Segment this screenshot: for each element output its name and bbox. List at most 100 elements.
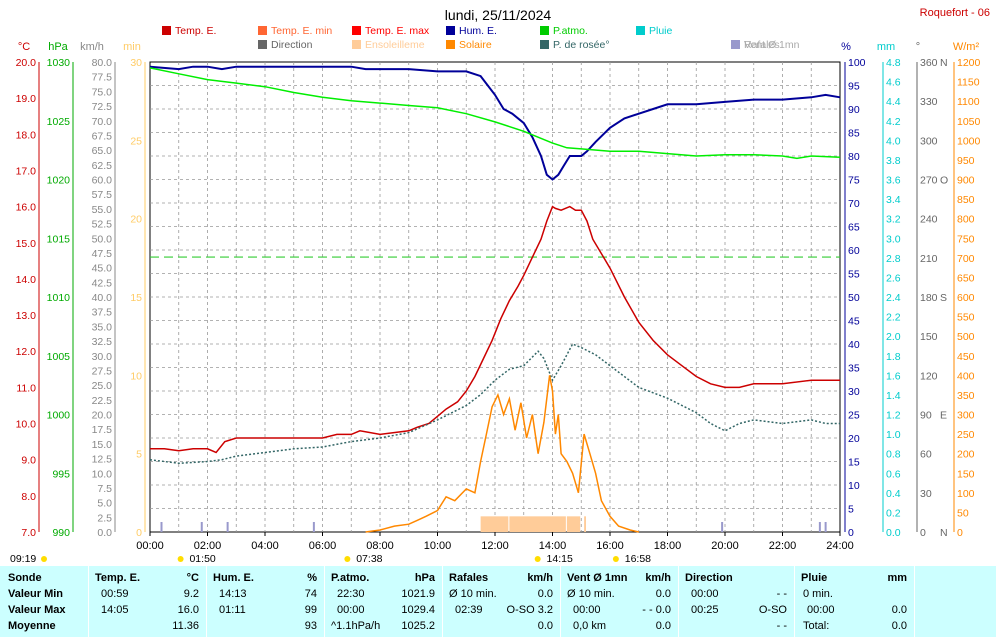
legend-label: Vent Ø 1mn	[744, 39, 800, 51]
dir-min-val: - -	[776, 588, 787, 600]
col-vent: Vent Ø 1mn km/h Ø 10 min. 0.0 00:00 - - …	[560, 566, 679, 637]
event-marker	[612, 556, 619, 562]
row-avg-label: Moyenne	[8, 620, 56, 632]
axis-tick-label: 150	[920, 331, 938, 343]
legend-swatch	[636, 26, 645, 35]
axis-tick-label: 60.0	[92, 175, 113, 187]
axis-tick-label: 10	[130, 370, 142, 382]
col-rafales: Rafales km/h Ø 10 min. 0.0 02:39 O-SO 3.…	[442, 566, 561, 637]
axis-tick-label: 180	[920, 292, 938, 304]
station-name[interactable]: Roquefort - 06	[920, 7, 990, 19]
axis-tick-label: 0.8	[886, 449, 901, 461]
axis-tick-label: 1.6	[886, 370, 901, 382]
axis-tick-label: 4.2	[886, 116, 901, 128]
axis-tick-label: 22.5	[92, 395, 113, 407]
axis-tick-label: 18.0	[16, 129, 37, 141]
axis-tick-label: 4.0	[886, 135, 901, 147]
axis-tick-label: 120	[920, 370, 938, 382]
axis-tick-label: 0.0	[97, 527, 112, 539]
temp-max-val: 16.0	[177, 604, 199, 616]
event-marker	[534, 556, 541, 562]
legend-swatch	[352, 40, 361, 49]
axis-tick-label: 1010	[47, 292, 71, 304]
axis-tick-label: 45	[848, 316, 860, 328]
axis-tick-label: 3.2	[886, 214, 901, 226]
axis-tick-label: 40	[848, 339, 860, 351]
axis-tick-label: 30	[130, 57, 142, 69]
axis-tick-label: 7.0	[21, 527, 36, 539]
axis-tick-label: 1020	[47, 175, 71, 187]
hum-max-time: 01:11	[219, 604, 246, 616]
patmo-trend: ^1.1hPa/h	[331, 620, 381, 632]
hum-min-val: 74	[304, 588, 317, 600]
x-tick-label: 04:00	[251, 540, 279, 552]
axis-tick-label: 8.0	[21, 491, 36, 503]
col-empty	[914, 566, 996, 637]
axis-tick-label: 55	[848, 269, 860, 281]
axis-tick-label: 90	[920, 410, 932, 422]
pluie-total-label: Total:	[803, 620, 830, 632]
axis-tick-label: 2.8	[886, 253, 901, 265]
axis-tick-label: 12.5	[92, 454, 113, 466]
x-tick-label: 16:00	[596, 540, 624, 552]
axis-tick-label: 10.0	[16, 419, 37, 431]
axis-tick-label: 0.6	[886, 468, 901, 480]
axis-unit: %	[841, 41, 851, 53]
axis-tick-label: 50.0	[92, 233, 113, 245]
hdr-patmo: P.atmo.	[331, 572, 370, 584]
axis-tick-label: 1050	[957, 116, 981, 128]
axis-tick-label: 9.0	[21, 455, 36, 467]
axis-tick-label: 1030	[47, 57, 71, 69]
x-tick-label: 08:00	[366, 540, 394, 552]
axis-tick-label: 2.6	[886, 272, 901, 284]
legend-label: Rafales	[744, 39, 780, 51]
axis-tick-label: 72.5	[92, 101, 113, 113]
axis-unit: °	[916, 41, 920, 53]
axis-tick-label: 4.6	[886, 77, 901, 89]
x-tick-label: 20:00	[711, 540, 739, 552]
x-tick-label: 06:00	[309, 540, 337, 552]
axis-tick-label: 75.0	[92, 86, 113, 98]
dir-avg-val: - -	[776, 620, 787, 632]
axis-tick-label: 1000	[47, 410, 71, 422]
axis-tick-label: 330	[920, 96, 938, 108]
axis-tick-label: 30	[848, 386, 860, 398]
patmo-min-time: 22:30	[337, 588, 365, 600]
vent-avg-val: 0.0	[655, 620, 671, 632]
dir-max-val: O-SO	[758, 604, 787, 616]
axis-tick-label: 300	[920, 135, 938, 147]
dir-max-time: 00:25	[691, 604, 719, 616]
raf-min-val: 0.0	[537, 588, 553, 600]
axis-tick-label: 40.0	[92, 292, 113, 304]
axis-unit: mm	[877, 41, 895, 53]
grid	[149, 61, 841, 533]
vent-max-val: - - 0.0	[642, 604, 671, 616]
series-line-p-de-ros-e	[149, 343, 840, 465]
col-pluie: Pluie mm 0 min. 00:00 0.0 Total: 0.0	[794, 566, 915, 637]
hdr-rafales: Rafales	[449, 572, 489, 584]
axis-tick-label: 30.0	[92, 351, 113, 363]
axis-tick-label: 7.5	[97, 483, 112, 495]
axis-tick-label: 50	[848, 292, 860, 304]
axis-tick-label: 13.0	[16, 310, 37, 322]
axis-tick-label: 90	[848, 104, 860, 116]
pluie-max-time: 00:00	[807, 604, 835, 616]
axis-tick-label: 16.0	[16, 202, 37, 214]
x-tick-label: 00:00	[136, 540, 164, 552]
axis-tick-label: 62.5	[92, 160, 113, 172]
axis-tick-label: 550	[957, 312, 975, 324]
temp-min-time: 00:59	[101, 588, 129, 600]
sunshine-bar	[509, 516, 566, 532]
hum-max-val: 99	[304, 604, 317, 616]
axis-tick-label: 1025	[47, 116, 71, 128]
cardinal-label: S	[940, 292, 947, 304]
axis-tick-label: 0	[136, 527, 142, 539]
axis-tick-label: 700	[957, 253, 975, 265]
axis-tick-label: 0	[848, 527, 854, 539]
series-line-p-atmo	[149, 67, 841, 160]
legend-swatch	[731, 40, 740, 49]
patmo-min-val: 1021.9	[401, 588, 435, 600]
axis-tick-label: 1.0	[886, 429, 901, 441]
cardinal-label: O	[940, 175, 948, 187]
axis-tick-label: 250	[957, 429, 975, 441]
